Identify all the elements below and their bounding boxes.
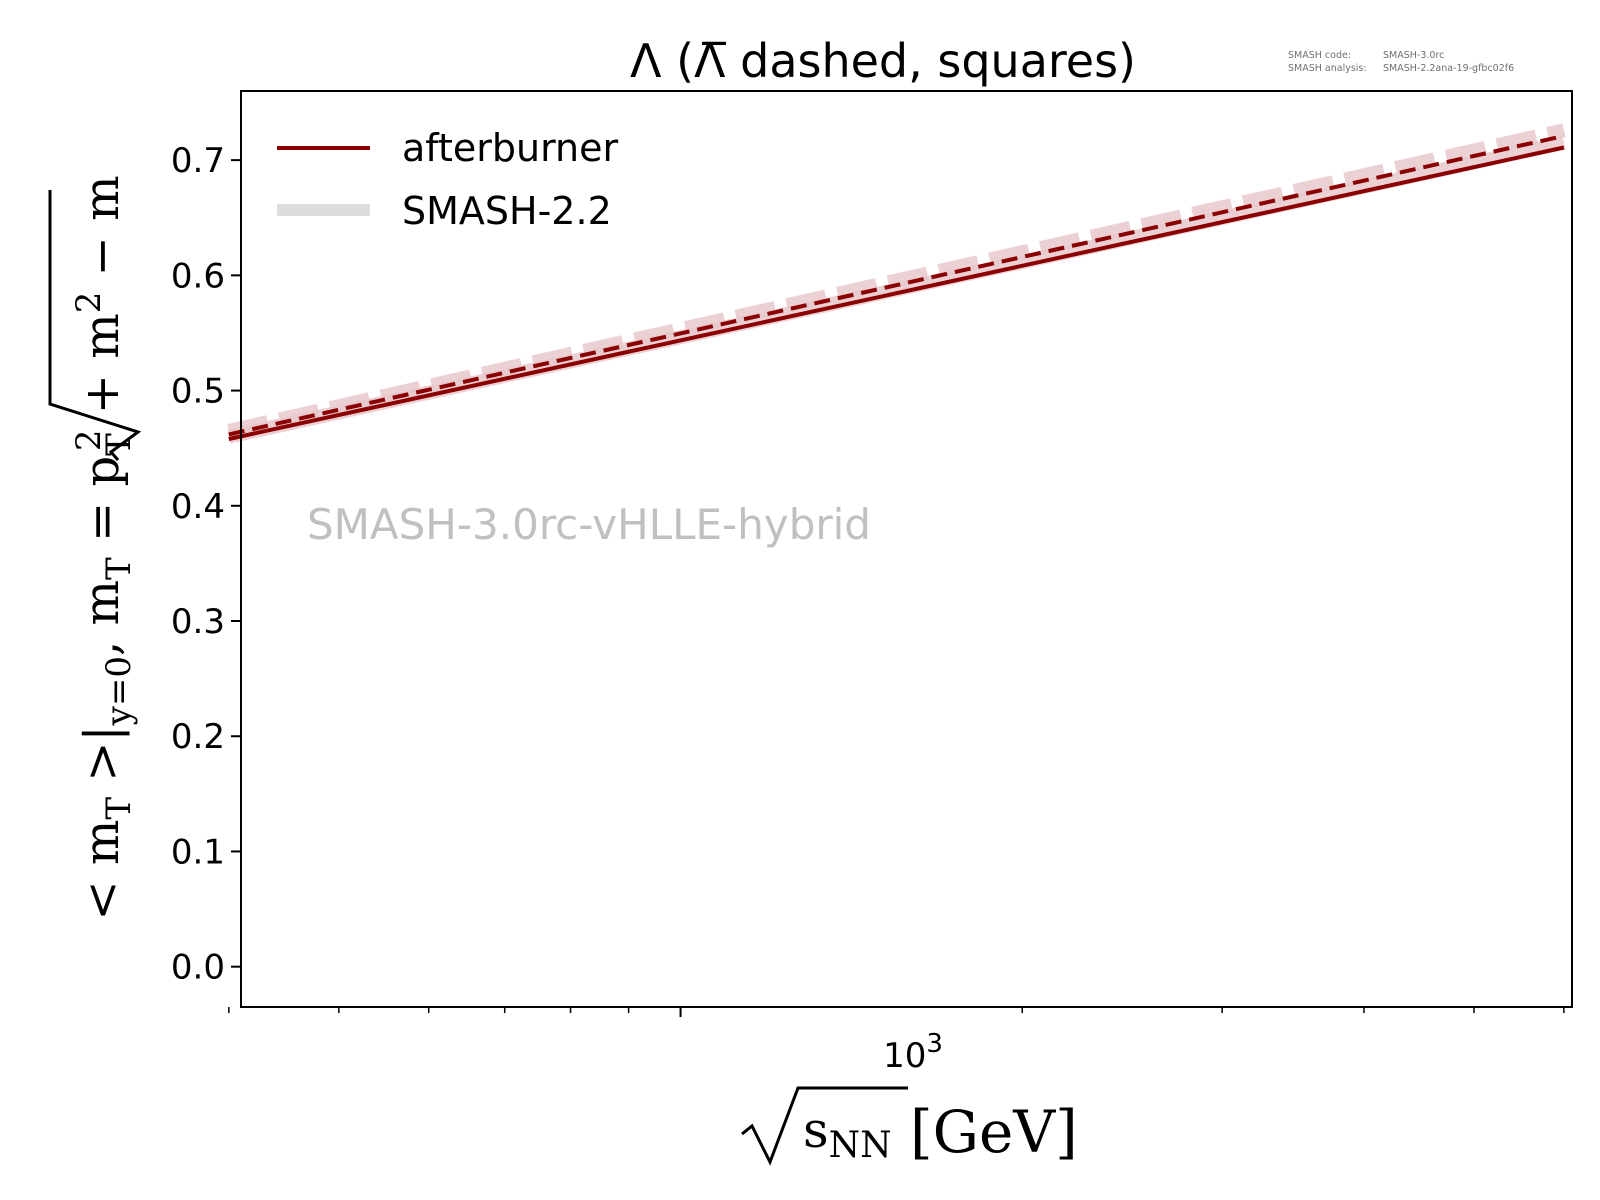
plot-frame bbox=[240, 90, 1573, 1008]
x-tick-label-1000: 103 bbox=[883, 1029, 943, 1076]
x-label-subscript: NN bbox=[829, 1125, 892, 1166]
series-line-3 bbox=[227, 123, 1566, 438]
y-label-rad-plus: + m bbox=[74, 313, 130, 429]
svg-text:sNN: sNN bbox=[803, 1101, 892, 1166]
legend-label-afterburner: afterburner bbox=[402, 126, 619, 170]
series-afterburner-0 bbox=[228, 145, 1565, 441]
y-tick-label-0.5: 0.5 bbox=[171, 372, 225, 412]
x-axis-label: sNN [GeV] bbox=[741, 1086, 1078, 1166]
y-tick-label-0.3: 0.3 bbox=[171, 602, 225, 642]
series-smash-2-2-2 bbox=[227, 135, 1566, 444]
y-label-part2: >| bbox=[74, 725, 130, 797]
x-label-root: s bbox=[803, 1101, 829, 1159]
svg-text:< mT >|y=0, mT = pT2 + m2: < mT >|y=0, mT = pT2 + m2 − m bbox=[69, 175, 139, 920]
ticks-layer: 0.0 0.1 0.2 0.3 0.4 0.5 0.6 0.7 bbox=[171, 141, 1565, 1017]
meta-code-value: SMASH-3.0rc bbox=[1383, 50, 1444, 61]
chart-title: Λ (Λ̅ dashed, squares) bbox=[630, 34, 1136, 88]
meta-analysis-value: SMASH-2.2ana-19-gfbc02f6 bbox=[1383, 63, 1514, 74]
y-tick-label-0.2: 0.2 bbox=[171, 717, 225, 757]
lines-layer bbox=[228, 133, 1565, 441]
meta-code-label: SMASH code: bbox=[1288, 50, 1351, 61]
meta-analysis-label: SMASH analysis: bbox=[1288, 63, 1367, 74]
y-label-rad-p: p bbox=[74, 456, 130, 487]
series-line-1 bbox=[228, 133, 1565, 437]
y-label-radical bbox=[48, 190, 142, 461]
y-tick-label-0.4: 0.4 bbox=[171, 487, 225, 527]
y-axis-label: < mT >|y=0, mT = pT2 + m2 − m bbox=[69, 175, 139, 920]
x-label-radical bbox=[741, 1086, 908, 1166]
y-tick-label-0.0: 0.0 bbox=[171, 948, 225, 988]
legend: afterburner SMASH-2.2 bbox=[277, 126, 619, 233]
annotation-text: SMASH-3.0rc-vHLLE-hybrid bbox=[307, 500, 871, 549]
y-label-part4: = bbox=[74, 487, 130, 558]
x-label-unit: [GeV] bbox=[910, 1098, 1078, 1166]
y-label-part3: , m bbox=[74, 580, 130, 656]
y-label-part1: < m bbox=[74, 820, 130, 921]
legend-label-smash22: SMASH-2.2 bbox=[402, 189, 612, 233]
y-tick-label-0.6: 0.6 bbox=[171, 256, 225, 296]
y-tick-label-0.7: 0.7 bbox=[171, 141, 225, 181]
y-tick-label-0.1: 0.1 bbox=[171, 832, 225, 872]
y-label-tail: − m bbox=[74, 175, 130, 291]
bands-layer bbox=[227, 123, 1566, 444]
